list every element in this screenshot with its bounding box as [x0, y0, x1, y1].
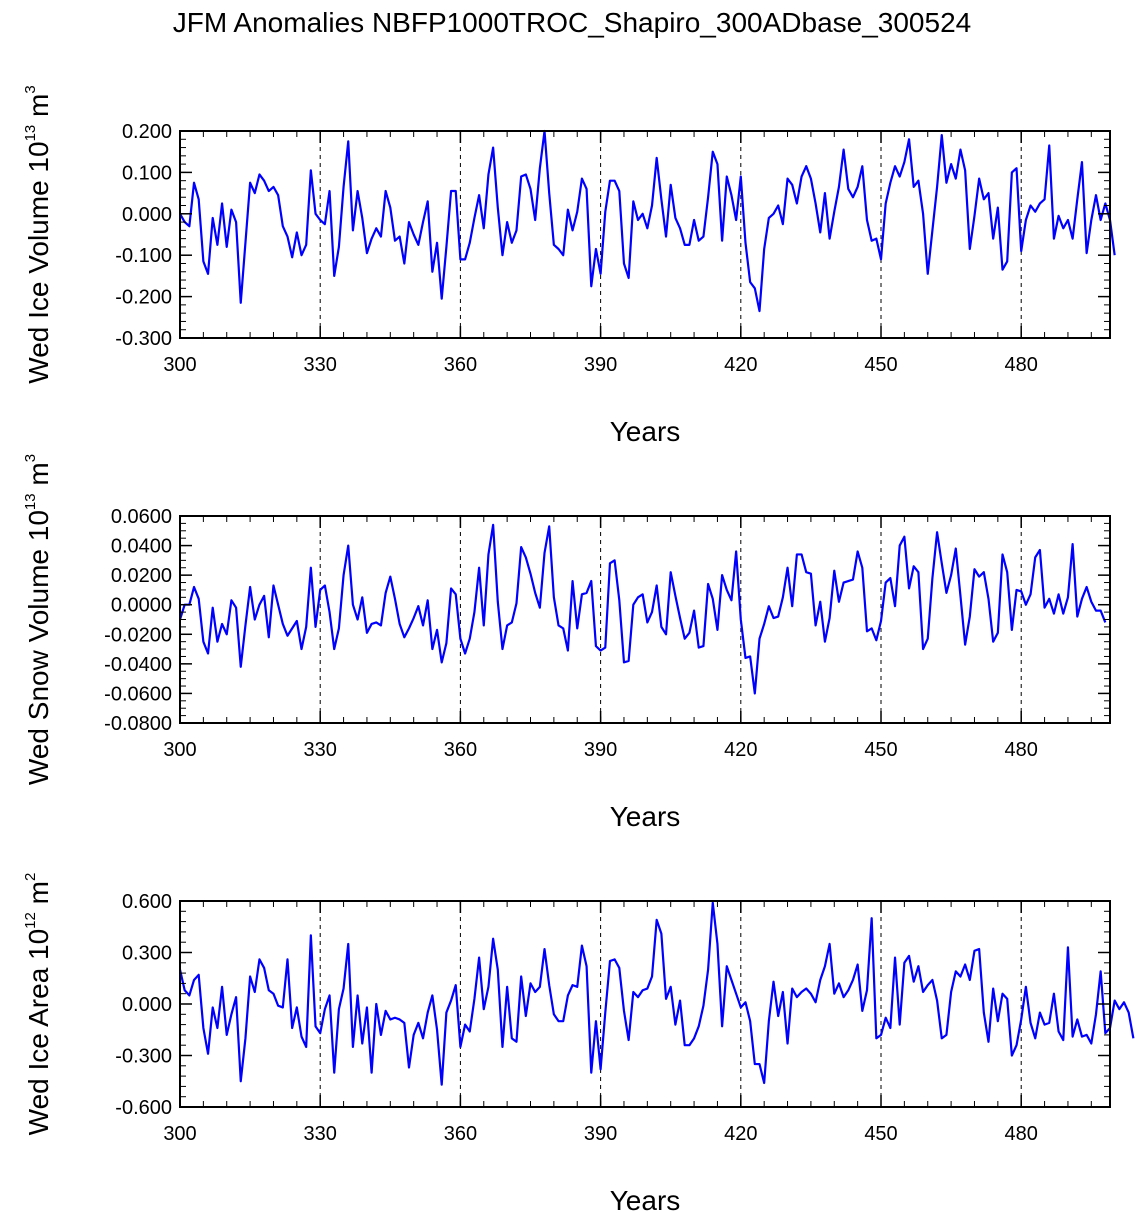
x-tick-label: 330	[304, 739, 337, 761]
panel-1: 0.200 0.100 0.000 -0.100 -0.200 -0.300 300 330 3…	[22, 85, 1116, 447]
x-tick-label: 480	[1005, 739, 1038, 761]
y-tick-label: 0.0000	[111, 595, 172, 617]
series-line	[178, 523, 1107, 695]
x-tick-label: 330	[304, 1123, 337, 1145]
x-tick-label: 420	[724, 739, 757, 761]
panel-2: 0.0600 0.0400 0.0200 0.0000 -0.0200 -0.0400 -0…	[22, 454, 1111, 832]
panel-3: 0.600 0.300 0.000 -0.300 -0.600 300 330 360 390 4…	[22, 873, 1135, 1216]
y-tick-label: -0.0200	[104, 624, 172, 646]
y-tick-label: -0.600	[115, 1097, 172, 1119]
x-tick-label: 390	[584, 354, 617, 376]
x-axis-label: Years	[610, 801, 681, 832]
series-line	[178, 901, 1135, 1086]
y-tick-label: -0.300	[115, 328, 172, 350]
y-tick-label: 0.600	[122, 891, 172, 913]
y-tick-label: 0.000	[122, 204, 172, 226]
y-tick-label: 0.0400	[111, 536, 172, 558]
y-tick-label: -0.100	[115, 245, 172, 267]
y-tick-label: 0.100	[122, 162, 172, 184]
x-tick-label: 330	[304, 354, 337, 376]
x-tick-label: 450	[864, 1123, 897, 1145]
y-tick-label: 0.0600	[111, 506, 172, 528]
y-tick-label: -0.0800	[104, 713, 172, 735]
figure-title: JFM Anomalies NBFP1000TROC_Shapiro_300AD…	[173, 7, 971, 38]
x-tick-label: 390	[584, 1123, 617, 1145]
x-tick-label: 450	[864, 739, 897, 761]
x-tick-label: 300	[163, 354, 196, 376]
y-tick-label: 0.300	[122, 943, 172, 965]
x-tick-label: 480	[1005, 1123, 1038, 1145]
y-tick-label: -0.200	[115, 287, 172, 309]
y-tick-label: 0.000	[122, 994, 172, 1016]
y-tick-label: -0.0400	[104, 654, 172, 676]
series-line	[179, 129, 1116, 313]
y-tick-label: 0.200	[122, 121, 172, 143]
plot-frame	[179, 515, 1111, 724]
x-tick-label: 420	[724, 1123, 757, 1145]
x-tick-label: 360	[444, 739, 477, 761]
y-tick-label: -0.0600	[104, 683, 172, 705]
y-axis-label: Wed Snow Volume 1013 m3	[22, 454, 54, 785]
x-tick-label: 450	[864, 354, 897, 376]
x-tick-label: 360	[444, 354, 477, 376]
panels: 0.200 0.100 0.000 -0.100 -0.200 -0.300 300 330 3…	[22, 85, 1135, 1216]
y-axis-label: Wed Ice Area 1012 m2	[22, 873, 54, 1136]
x-tick-label: 480	[1005, 354, 1038, 376]
x-axis-label: Years	[610, 416, 681, 447]
plot-frame	[179, 130, 1111, 339]
y-tick-label: -0.300	[115, 1046, 172, 1068]
x-axis-label: Years	[610, 1185, 681, 1216]
x-tick-label: 390	[584, 739, 617, 761]
x-tick-label: 300	[163, 739, 196, 761]
y-tick-label: 0.0200	[111, 565, 172, 587]
x-tick-label: 420	[724, 354, 757, 376]
x-tick-label: 300	[163, 1123, 196, 1145]
y-axis-label: Wed Ice Volume 1013 m3	[22, 85, 54, 383]
x-tick-label: 360	[444, 1123, 477, 1145]
plot-frame	[179, 900, 1111, 1108]
